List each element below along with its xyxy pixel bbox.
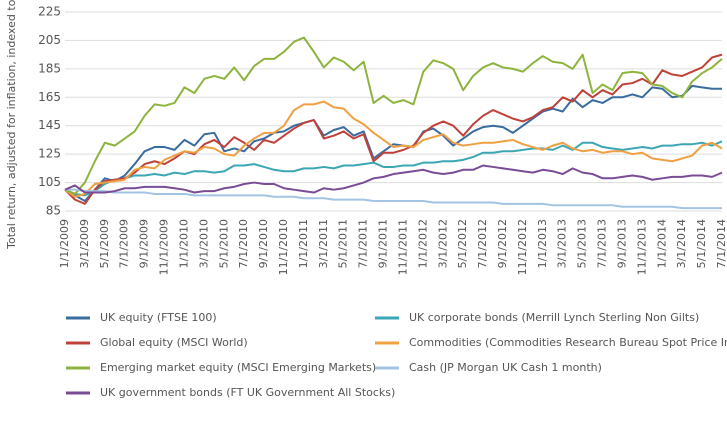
series-line (64, 84, 722, 203)
legend-label: UK equity (FTSE 100) (100, 311, 217, 324)
x-tick-label: 9/1/2009 (138, 219, 151, 268)
x-tick-label: 3/1/2014 (675, 219, 688, 268)
series-line (64, 36, 723, 195)
series-line (65, 188, 722, 210)
x-tick-label: 9/1/2013 (615, 219, 628, 268)
x-tick-label: 1/1/2011 (297, 219, 310, 268)
x-tick-label: 11/1/2011 (396, 219, 409, 275)
y-tick-label: 185 (38, 61, 61, 75)
x-tick-label: 7/1/2010 (237, 219, 250, 268)
x-tick-label: 7/1/2011 (357, 219, 370, 268)
y-tick-label: 125 (38, 147, 61, 161)
x-tick-label: 11/1/2013 (635, 219, 648, 275)
series-line (64, 140, 723, 197)
x-tick-label: 7/1/2012 (476, 219, 489, 268)
x-tick-label: 3/1/2011 (317, 219, 330, 268)
x-tick-label: 5/1/2012 (456, 219, 469, 268)
x-tick-label: 11/1/2012 (516, 219, 529, 275)
x-tick-label: 5/1/2014 (695, 219, 708, 268)
x-tick-label: 7/1/2014 (715, 219, 727, 268)
x-tick-label: 1/1/2009 (58, 219, 71, 268)
x-tick-label: 1/1/2012 (416, 219, 429, 268)
legend-label: Cash (JP Morgan UK Cash 1 month) (409, 361, 602, 374)
y-tick-label: 165 (38, 90, 61, 104)
y-axis-label: Total return, adjusted for inflation, in… (5, 0, 18, 250)
x-tick-label: 1/1/2013 (536, 219, 549, 268)
x-tick-label: 9/1/2010 (257, 219, 270, 268)
x-tick-label: 9/1/2011 (377, 219, 390, 268)
legend-label: Emerging market equity (MSCI Emerging Ma… (100, 361, 376, 374)
x-tick-label: 5/1/2009 (98, 219, 111, 268)
x-tick-label: 11/1/2010 (277, 219, 290, 275)
x-tick-label: 11/1/2009 (158, 219, 171, 275)
x-tick-label: 5/1/2010 (217, 219, 230, 268)
y-tick-label: 85 (46, 204, 61, 218)
series-line (64, 100, 723, 198)
legend-label: UK corporate bonds (Merrill Lynch Sterli… (409, 311, 699, 324)
x-tick-label: 9/1/2012 (496, 219, 509, 268)
y-tick-label: 225 (38, 5, 61, 19)
x-tick-label: 5/1/2013 (576, 219, 589, 268)
x-tick-label: 3/1/2009 (78, 219, 91, 268)
x-tick-label: 3/1/2013 (556, 219, 569, 268)
series-line (64, 164, 723, 194)
x-tick-label: 7/1/2013 (596, 219, 609, 268)
y-tick-label: 105 (38, 175, 61, 189)
legend-label: Global equity (MSCI World) (100, 336, 248, 349)
series-line (64, 53, 723, 205)
x-tick-label: 3/1/2010 (197, 219, 210, 268)
legend-label: Commodities (Commodities Research Bureau… (409, 336, 727, 349)
legend-label: UK government bonds (FT UK Government Al… (100, 386, 395, 399)
y-tick-label: 145 (38, 118, 61, 132)
y-tick-label: 205 (38, 33, 61, 47)
x-tick-label: 7/1/2009 (118, 219, 131, 268)
x-tick-label: 1/1/2014 (655, 219, 668, 268)
x-tick-label: 3/1/2012 (436, 219, 449, 268)
x-tick-label: 1/1/2010 (177, 219, 190, 268)
x-tick-label: 5/1/2011 (337, 219, 350, 268)
